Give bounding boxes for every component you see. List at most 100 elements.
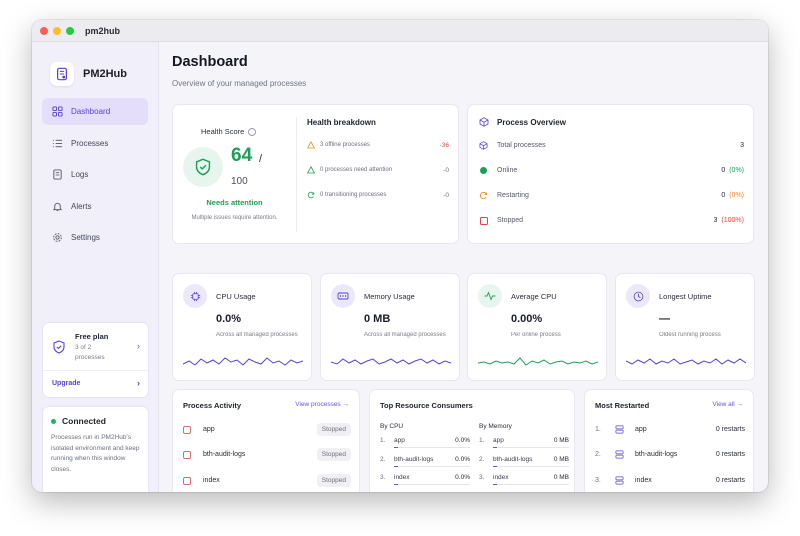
sidebar-item-processes[interactable]: Processes	[42, 130, 148, 157]
overview-value: 0	[721, 192, 726, 199]
close-window-button[interactable]	[40, 26, 48, 35]
usage-bar	[394, 465, 470, 467]
divider	[296, 117, 297, 232]
metric-card-memory: Memory Usage 0 MB Across all managed pro…	[320, 273, 460, 381]
metric-title: Longest Uptime	[659, 292, 712, 301]
process-overview-title: Process Overview	[497, 117, 566, 127]
health-score-total: 100	[231, 176, 248, 187]
health-status: Needs attention	[206, 198, 263, 207]
list-item: 3. index 0 MB	[479, 474, 569, 492]
activity-icon	[478, 284, 502, 308]
list-item[interactable]: 1. app 0 restarts	[595, 425, 745, 434]
shield-check-icon	[183, 147, 223, 187]
memory-icon	[331, 284, 355, 308]
connection-description: Processes run in PM2Hub's isolated envir…	[51, 434, 140, 473]
view-all-link[interactable]: View all →	[712, 401, 743, 408]
usage-bar	[394, 484, 470, 485]
process-activity-title: Process Activity	[183, 401, 242, 410]
cpu-sparkline	[183, 357, 303, 366]
warning-icon	[307, 166, 315, 174]
view-processes-link[interactable]: View processes →	[295, 401, 349, 408]
server-icon	[615, 476, 624, 485]
connection-status-label: Connected	[62, 416, 106, 426]
zoom-window-button[interactable]	[66, 26, 74, 35]
list-item: 2. bth-audit-logs 0.0%	[380, 456, 470, 475]
shield-icon	[53, 340, 65, 354]
metric-card-average-cpu: Average CPU 0.00% Per online process	[467, 273, 607, 381]
status-badge: Stopped	[316, 448, 351, 461]
status-dot-icon	[51, 418, 56, 424]
sidebar-item-dashboard[interactable]: Dashboard	[42, 98, 148, 125]
cube-icon	[479, 117, 489, 127]
list-item: 3. index 0.0%	[380, 474, 470, 492]
upgrade-button[interactable]: Upgrade ›	[43, 371, 148, 388]
brand-name: PM2Hub	[83, 68, 127, 80]
bell-icon	[52, 202, 63, 211]
minimize-window-button[interactable]	[53, 26, 61, 35]
sidebar-item-label: Logs	[71, 170, 89, 179]
sidebar: PM2Hub Dashboard Processes Logs Alerts S…	[32, 42, 159, 492]
health-card: Health Score 64 / 100 Needs attention Mu…	[172, 104, 459, 244]
metric-card-uptime: Longest Uptime — Oldest running process	[615, 273, 755, 381]
overview-row-stopped: Stopped 3 (100%)	[479, 216, 744, 225]
pm2hub-logo-icon	[50, 62, 74, 86]
process-name: index	[394, 474, 410, 481]
rank: 3.	[595, 477, 601, 484]
sidebar-item-logs[interactable]: Logs	[42, 161, 148, 188]
rank: 2.	[479, 455, 485, 463]
list-item[interactable]: index Stopped	[183, 474, 351, 487]
metric-value: —	[659, 313, 670, 325]
top-consumers-card: Top Resource Consumers By CPU 1. app 0.0% …	[369, 389, 575, 492]
list-item[interactable]: 3. index 0 restarts	[595, 476, 745, 485]
breakdown-row-offline: 3 offline processes -36	[307, 141, 449, 149]
by-cpu-header: By CPU	[380, 423, 404, 430]
usage-bar	[493, 484, 569, 485]
rank: 1.	[595, 426, 601, 433]
document-icon	[53, 169, 62, 180]
list-item[interactable]: app Stopped	[183, 423, 351, 436]
metric-subtitle: Per online process	[511, 332, 561, 338]
connection-status: Connected	[51, 416, 140, 426]
usage-bar	[394, 447, 470, 448]
list-item[interactable]: 2. bth-audit-logs 0 restarts	[595, 450, 745, 459]
brand: PM2Hub	[32, 42, 158, 92]
rank: 3.	[479, 474, 485, 481]
info-icon[interactable]	[248, 127, 257, 136]
overview-label: Total processes	[497, 142, 546, 149]
grid-icon	[52, 106, 63, 117]
process-name: app	[394, 437, 405, 444]
window-title: pm2hub	[85, 25, 120, 36]
restart-icon	[479, 191, 488, 200]
breakdown-row-attention: 0 processes need attention -0	[307, 166, 449, 174]
overview-row-online: Online 0 (0%)	[479, 166, 744, 175]
status-badge: Stopped	[316, 474, 351, 487]
list-icon	[52, 139, 63, 147]
chevron-right-icon: ›	[137, 341, 140, 351]
metric-subtitle: Across all managed processes	[216, 332, 298, 338]
process-name: index	[635, 477, 652, 484]
rank: 2.	[380, 455, 386, 463]
rank: 2.	[595, 451, 601, 458]
list-item[interactable]: bth-audit-logs Stopped	[183, 448, 351, 461]
overview-label: Online	[497, 167, 518, 174]
plan-details[interactable]: Free plan 3 of 2 processes ›	[43, 323, 148, 371]
upgrade-label: Upgrade	[52, 379, 81, 387]
server-icon	[615, 450, 624, 459]
server-icon	[615, 425, 624, 434]
health-score-value: 64	[231, 145, 253, 166]
metric-subtitle: Oldest running process	[659, 332, 721, 338]
top-consumers-title: Top Resource Consumers	[380, 401, 473, 410]
overview-percent: (100%)	[721, 217, 744, 224]
sidebar-item-settings[interactable]: Settings	[42, 224, 148, 251]
usage-bar	[493, 447, 569, 448]
sidebar-nav: Dashboard Processes Logs Alerts Settings	[32, 98, 158, 251]
online-dot-icon	[479, 166, 488, 175]
metric-value: 0.00%	[511, 313, 543, 325]
list-item: 2. bth-audit-logs 0 MB	[479, 456, 569, 475]
sidebar-item-alerts[interactable]: Alerts	[42, 193, 148, 220]
clock-icon	[626, 284, 650, 308]
cube-icon	[479, 141, 488, 150]
sidebar-item-label: Processes	[71, 138, 109, 148]
overview-value: 3	[713, 217, 718, 224]
overview-label: Stopped	[497, 217, 524, 224]
